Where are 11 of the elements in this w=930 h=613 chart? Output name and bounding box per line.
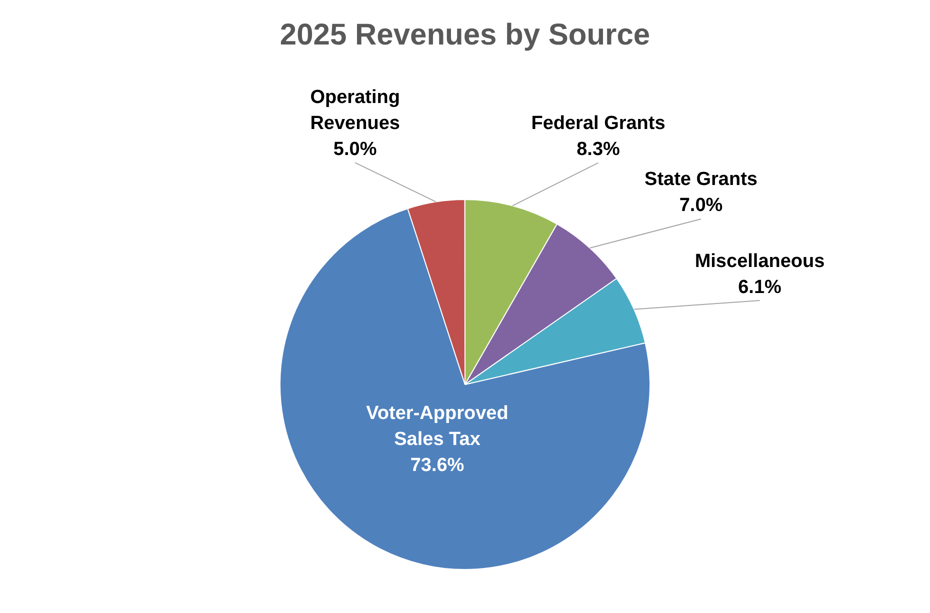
data-label: 8.3% [576, 139, 620, 160]
data-label: 6.1% [738, 276, 782, 298]
slice-label: State Grants [644, 169, 758, 190]
data-label: 7.0% [679, 195, 723, 216]
data-label: 73.6% [410, 455, 464, 476]
chart-title: 2025 Revenues by Source [280, 18, 650, 52]
slice-label: Operating Revenues [310, 86, 400, 134]
slice-label: Miscellaneous [694, 250, 825, 272]
slice-label: Federal Grants [531, 113, 666, 134]
data-label: 5.0% [333, 138, 377, 160]
slice-label: Voter-Approved Sales Tax [366, 403, 508, 450]
